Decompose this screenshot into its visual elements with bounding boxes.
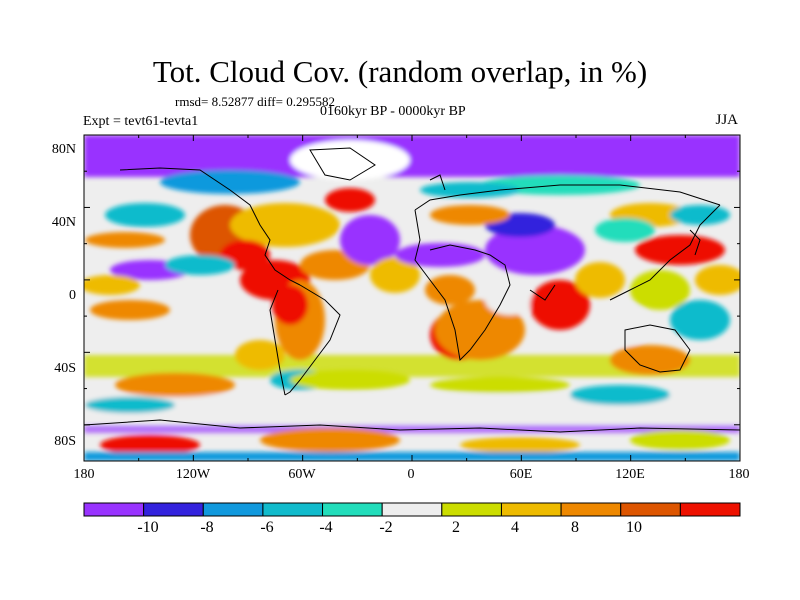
axis-ticks [83, 134, 741, 462]
colorbar-label: 4 [511, 519, 519, 536]
lon-tick-label: 0 [407, 467, 415, 482]
lon-tick-label: 120E [615, 467, 645, 482]
colorbar-swatch [620, 502, 681, 517]
colorbar-swatch [262, 502, 324, 517]
lon-tick-label: 120W [175, 467, 211, 482]
colorbar-label: 2 [452, 519, 460, 536]
colorbar-swatch [381, 502, 443, 517]
lon-tick-label: 60E [509, 467, 533, 482]
lat-tick-label: 80N [51, 142, 76, 157]
season-label: JJA [715, 112, 738, 128]
anomaly-field [84, 135, 740, 461]
coastlines [84, 147, 740, 433]
colorbar-label: -4 [319, 519, 333, 536]
colorbar-label: -6 [260, 519, 274, 536]
colorbar [83, 502, 741, 517]
colorbar-label: 8 [571, 519, 579, 536]
lat-tick-label: 40S [54, 361, 76, 376]
colorbar-swatch [679, 502, 741, 517]
lat-tick-label: 0 [69, 288, 76, 303]
colorbar-label: 10 [626, 519, 642, 536]
colorbar-swatch [143, 502, 204, 517]
colorbar-swatch [441, 502, 502, 517]
lat-tick-label: 40N [51, 215, 76, 230]
map-title: Tot. Cloud Cov. (random overlap, in %) [152, 54, 648, 89]
colorbar-label: -2 [379, 519, 393, 536]
period-line: 0160kyr BP - 0000kyr BP [320, 104, 466, 119]
colorbar-swatch [322, 502, 383, 517]
colorbar-label: -8 [200, 519, 214, 536]
colorbar-swatch [560, 502, 622, 517]
lon-tick-label: 180 [73, 467, 95, 482]
colorbar-label: -10 [137, 519, 159, 536]
lon-tick-label: 60W [288, 467, 316, 482]
colorbar-swatch [83, 502, 145, 517]
colorbar-swatch [202, 502, 264, 517]
colorbar-swatch [500, 502, 562, 517]
experiment-line: Expt = tevt61-tevta1 [83, 114, 199, 129]
stats-line: rmsd= 8.52877 diff= 0.295582 [175, 94, 335, 109]
lon-tick-label: 180 [728, 467, 750, 482]
lat-tick-label: 80S [54, 434, 76, 449]
